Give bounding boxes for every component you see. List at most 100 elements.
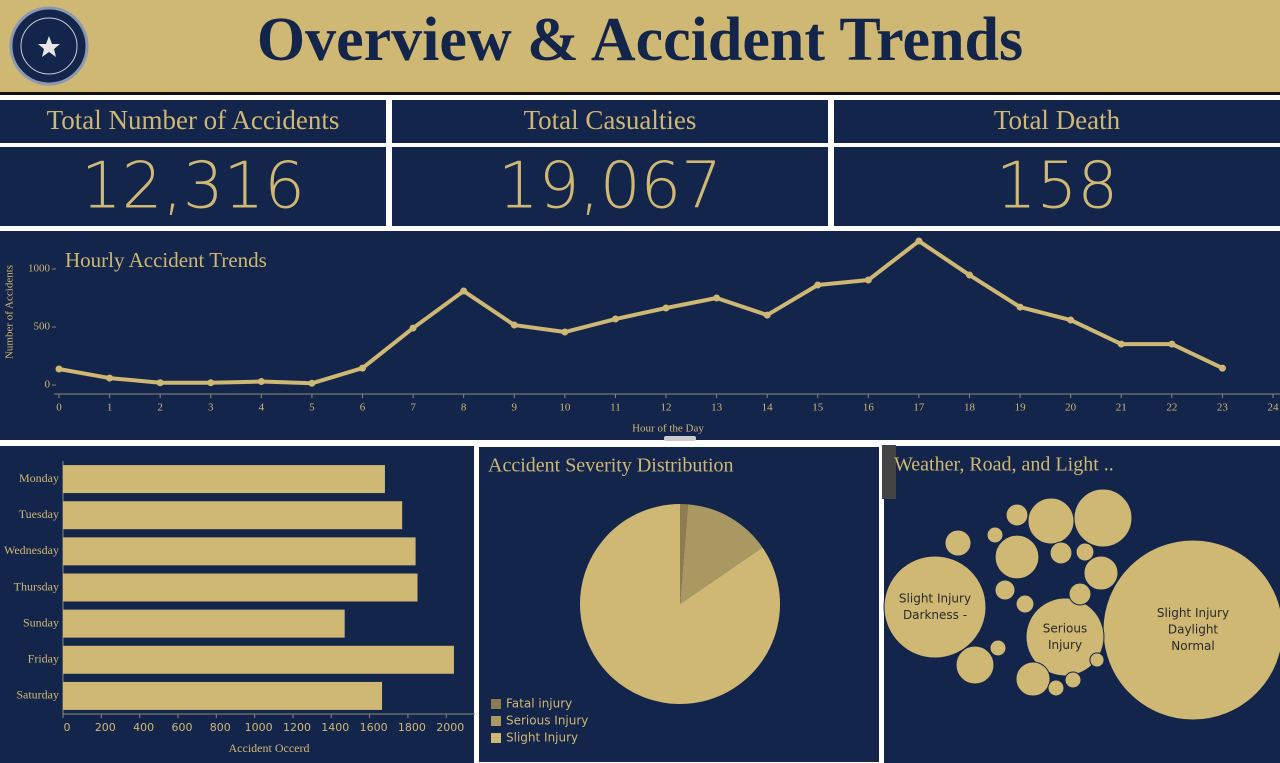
bubble-label: Injury [1048, 638, 1082, 652]
x-tick-label: 600 [171, 721, 192, 734]
bubble [986, 526, 1004, 544]
x-tick-label: 21 [1116, 402, 1127, 414]
chart-title: Weather, Road, and Light .. [894, 454, 1114, 476]
y-tick-label: 1000 [28, 263, 51, 275]
kpi-value: 19,067 [498, 150, 722, 224]
point [409, 324, 417, 332]
bubble [1075, 542, 1095, 562]
point [510, 321, 518, 329]
point [713, 294, 721, 302]
x-tick-label: 3 [208, 402, 214, 414]
y-tick-label: Friday [28, 652, 59, 666]
y-tick-label: Wednesday [4, 543, 59, 557]
x-tick-label: 12 [661, 402, 672, 414]
bubble [1005, 503, 1029, 527]
page-title: Overview & Accident Trends [257, 6, 1023, 74]
bar [63, 501, 403, 530]
bubble [1025, 597, 1105, 677]
x-tick-label: 800 [210, 721, 231, 734]
point [106, 374, 114, 382]
point [915, 237, 923, 245]
x-tick-label: 1800 [398, 721, 426, 734]
x-tick-label: 1600 [360, 721, 388, 734]
x-tick-label: 200 [95, 721, 116, 734]
x-tick-label: 400 [133, 721, 154, 734]
y-axis-label: Number of Accidents [4, 265, 16, 359]
resize-handle[interactable] [664, 436, 696, 441]
x-tick-label: 19 [1015, 402, 1027, 414]
pie-slice [579, 504, 780, 705]
bar [63, 465, 385, 494]
point [966, 271, 973, 279]
point [55, 365, 63, 373]
legend-label: Slight Injury [506, 731, 578, 745]
kpi-value: 12,316 [81, 150, 305, 224]
point [1168, 340, 1176, 348]
bubble [994, 534, 1040, 580]
legend-label: Fatal injury [506, 697, 572, 711]
x-tick-label: 8 [461, 402, 467, 414]
x-tick-label: 2000 [436, 721, 464, 734]
x-axis-label: Hour of the Day [632, 423, 704, 435]
kpi-title: Total Number of Accidents [47, 105, 340, 135]
point [1016, 303, 1024, 311]
point [814, 281, 822, 289]
y-tick-label: Monday [19, 471, 59, 485]
kpi-title: Total Death [994, 105, 1121, 135]
kpi-value-box [0, 147, 386, 226]
x-tick-label: 7 [410, 402, 416, 414]
bubble [1047, 679, 1065, 697]
x-tick-label: 20 [1065, 402, 1077, 414]
line-panel [0, 231, 1280, 440]
y-tick-label: Sunday [23, 615, 59, 629]
point [308, 379, 316, 387]
x-tick-label: 2 [157, 402, 163, 414]
point [257, 378, 265, 386]
bubble-label: Daylight [1168, 623, 1219, 637]
point [1067, 316, 1075, 324]
pie-slice [680, 504, 763, 604]
kpi-title-box [834, 100, 1280, 143]
x-tick-label: 5 [309, 402, 315, 414]
bubble [1027, 497, 1075, 545]
point [207, 379, 215, 387]
point [662, 304, 670, 312]
bar-panel [0, 446, 474, 763]
header-rule [0, 92, 1280, 95]
chart-title: Accident Severity Distribution [488, 455, 734, 477]
x-tick-label: 6 [360, 402, 366, 414]
point [1218, 364, 1226, 372]
trend-line [58, 239, 1224, 386]
x-tick-label: 14 [762, 402, 774, 414]
panel-toolbar[interactable] [882, 445, 896, 499]
y-tick-label: 0 [45, 379, 51, 391]
point [611, 315, 619, 323]
x-tick-label: 24 [1268, 402, 1280, 414]
x-tick-label: 1000 [245, 721, 273, 734]
legend-label: Serious Injury [506, 714, 588, 728]
y-tick-label: 500 [34, 321, 51, 333]
x-tick-label: 17 [913, 402, 925, 414]
bubble [1073, 488, 1133, 548]
point [156, 379, 164, 387]
point [763, 311, 771, 319]
bubble [1083, 555, 1119, 591]
bubble-label: Slight Injury [1157, 606, 1229, 620]
x-tick-label: 13 [711, 402, 723, 414]
x-tick-label: 10 [559, 402, 571, 414]
x-tick-label: 11 [610, 402, 621, 414]
chart-title: Hourly Accident Trends [65, 248, 267, 272]
legend-swatch [491, 716, 501, 726]
pie-slice [680, 504, 689, 604]
bubble [1015, 661, 1051, 697]
logo [9, 6, 89, 86]
legend-swatch [491, 699, 501, 709]
x-tick-label: 23 [1217, 402, 1229, 414]
bar [63, 681, 383, 710]
x-tick-label: 18 [964, 402, 976, 414]
kpi-title-box [392, 100, 828, 143]
x-axis-label: Accident Occerd [229, 741, 310, 755]
bubble [1064, 671, 1082, 689]
bubble-label: Darkness - [903, 608, 967, 622]
